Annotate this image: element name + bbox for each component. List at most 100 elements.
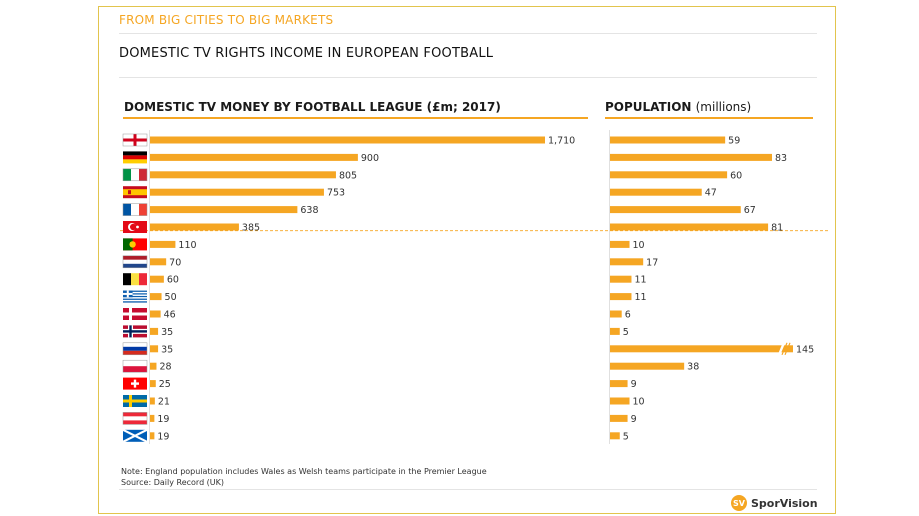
population-bar <box>610 310 622 318</box>
population-label: 11 <box>634 292 646 303</box>
tv-money-bar <box>150 397 155 405</box>
tv-money-label: 25 <box>159 379 171 390</box>
divider <box>119 77 817 78</box>
tv-money-label: 21 <box>158 397 170 408</box>
population-label: 11 <box>634 275 646 286</box>
tv-money-bar <box>150 380 156 388</box>
population-label: 47 <box>705 188 717 199</box>
population-bar <box>610 188 702 196</box>
tv-money-chart-title: DOMESTIC TV MONEY BY FOOTBALL LEAGUE (£m… <box>124 100 501 114</box>
population-label: 83 <box>775 153 787 164</box>
population-label: 60 <box>730 170 742 181</box>
population-title-unit: (millions) <box>695 100 752 114</box>
tv-money-label: 35 <box>161 344 173 355</box>
tv-money-bar <box>150 136 545 144</box>
sweden-flag <box>123 395 147 407</box>
population-bar <box>610 380 628 388</box>
population-label: 145 <box>796 344 814 355</box>
chart-frame <box>98 6 836 514</box>
population-bar <box>610 240 630 248</box>
population-label: 10 <box>633 397 645 408</box>
population-label: 67 <box>744 205 756 216</box>
divider <box>119 489 817 490</box>
population-title-main: POPULATION <box>605 100 692 114</box>
population-bar <box>610 432 620 440</box>
kicker-title: FROM BIG CITIES TO BIG MARKETS <box>119 13 334 27</box>
tv-money-bar <box>150 188 324 196</box>
spain-flag <box>123 186 147 199</box>
belgium-flag <box>123 273 147 286</box>
france-flag <box>122 203 148 216</box>
tv-money-label: 110 <box>178 240 196 251</box>
tv-money-label: 805 <box>339 170 357 181</box>
tv-money-bar <box>150 310 161 318</box>
tv-money-label: 1,710 <box>548 136 575 147</box>
population-bar <box>610 327 620 335</box>
population-label: 5 <box>623 327 629 338</box>
population-label: 9 <box>631 414 637 425</box>
tv-money-label: 638 <box>300 205 318 216</box>
population-bar <box>610 414 628 422</box>
population-label: 5 <box>623 431 629 442</box>
population-label: 17 <box>646 257 658 268</box>
population-bar <box>610 223 769 231</box>
tv-money-label: 70 <box>169 257 181 268</box>
tv-money-bar <box>150 414 155 422</box>
population-label: 81 <box>771 223 783 234</box>
tv-money-title-underline <box>123 117 588 119</box>
switzerland-flag <box>123 377 147 390</box>
tv-money-label: 60 <box>167 275 179 286</box>
population-bar <box>610 171 728 179</box>
germany-flag <box>123 151 147 164</box>
tv-money-bar <box>150 432 155 440</box>
tv-money-label: 35 <box>161 327 173 338</box>
austria-flag <box>122 412 148 425</box>
tv-money-bar <box>150 223 239 231</box>
tv-money-bar <box>150 258 167 266</box>
population-label: 10 <box>633 240 645 251</box>
scotland-flag <box>122 428 148 443</box>
population-bar <box>610 275 632 283</box>
population-bar <box>610 153 772 161</box>
axis-break-mark <box>777 342 786 356</box>
turkey-flag <box>123 221 147 233</box>
footnote: Note: England population includes Wales … <box>121 466 487 488</box>
poland-flag <box>122 359 148 373</box>
tv-money-label: 19 <box>157 414 169 425</box>
tv-money-label: 28 <box>159 362 171 373</box>
greece-flag <box>123 290 147 303</box>
tv-money-bar <box>150 293 162 301</box>
population-bar <box>610 345 793 353</box>
population-label: 6 <box>625 310 631 321</box>
tv-money-bar <box>150 240 176 248</box>
portugal-flag <box>123 238 147 251</box>
population-bar <box>610 362 685 370</box>
population-label: 38 <box>687 362 699 373</box>
population-title-underline <box>605 117 813 119</box>
population-bar <box>610 397 630 405</box>
population-bar <box>610 206 741 214</box>
tv-money-label: 19 <box>157 431 169 442</box>
tv-money-label: 753 <box>327 188 345 199</box>
tv-money-label: 900 <box>361 153 379 164</box>
tv-money-bar <box>150 171 336 179</box>
tv-money-bar <box>150 327 159 335</box>
sporvision-logo: SV SporVision <box>731 494 818 512</box>
source-text: Source: Daily Record (UK) <box>121 478 225 487</box>
denmark-flag <box>123 308 147 320</box>
tv-money-label: 385 <box>242 223 260 234</box>
axis-break-mark <box>781 342 788 356</box>
population-bar <box>610 293 632 301</box>
divider <box>119 33 817 34</box>
tv-money-title-main: DOMESTIC TV MONEY BY FOOTBALL LEAGUE <box>124 100 423 114</box>
population-bar <box>610 136 726 144</box>
italy-flag <box>122 168 148 182</box>
logo-text: SporVision <box>751 496 818 510</box>
population-label: 9 <box>631 379 637 390</box>
population-bar <box>610 258 644 266</box>
population-chart-title: POPULATION (millions) <box>605 100 751 114</box>
tv-money-bar <box>150 345 159 353</box>
netherlands-flag <box>122 255 148 269</box>
russia-flag <box>122 342 148 356</box>
